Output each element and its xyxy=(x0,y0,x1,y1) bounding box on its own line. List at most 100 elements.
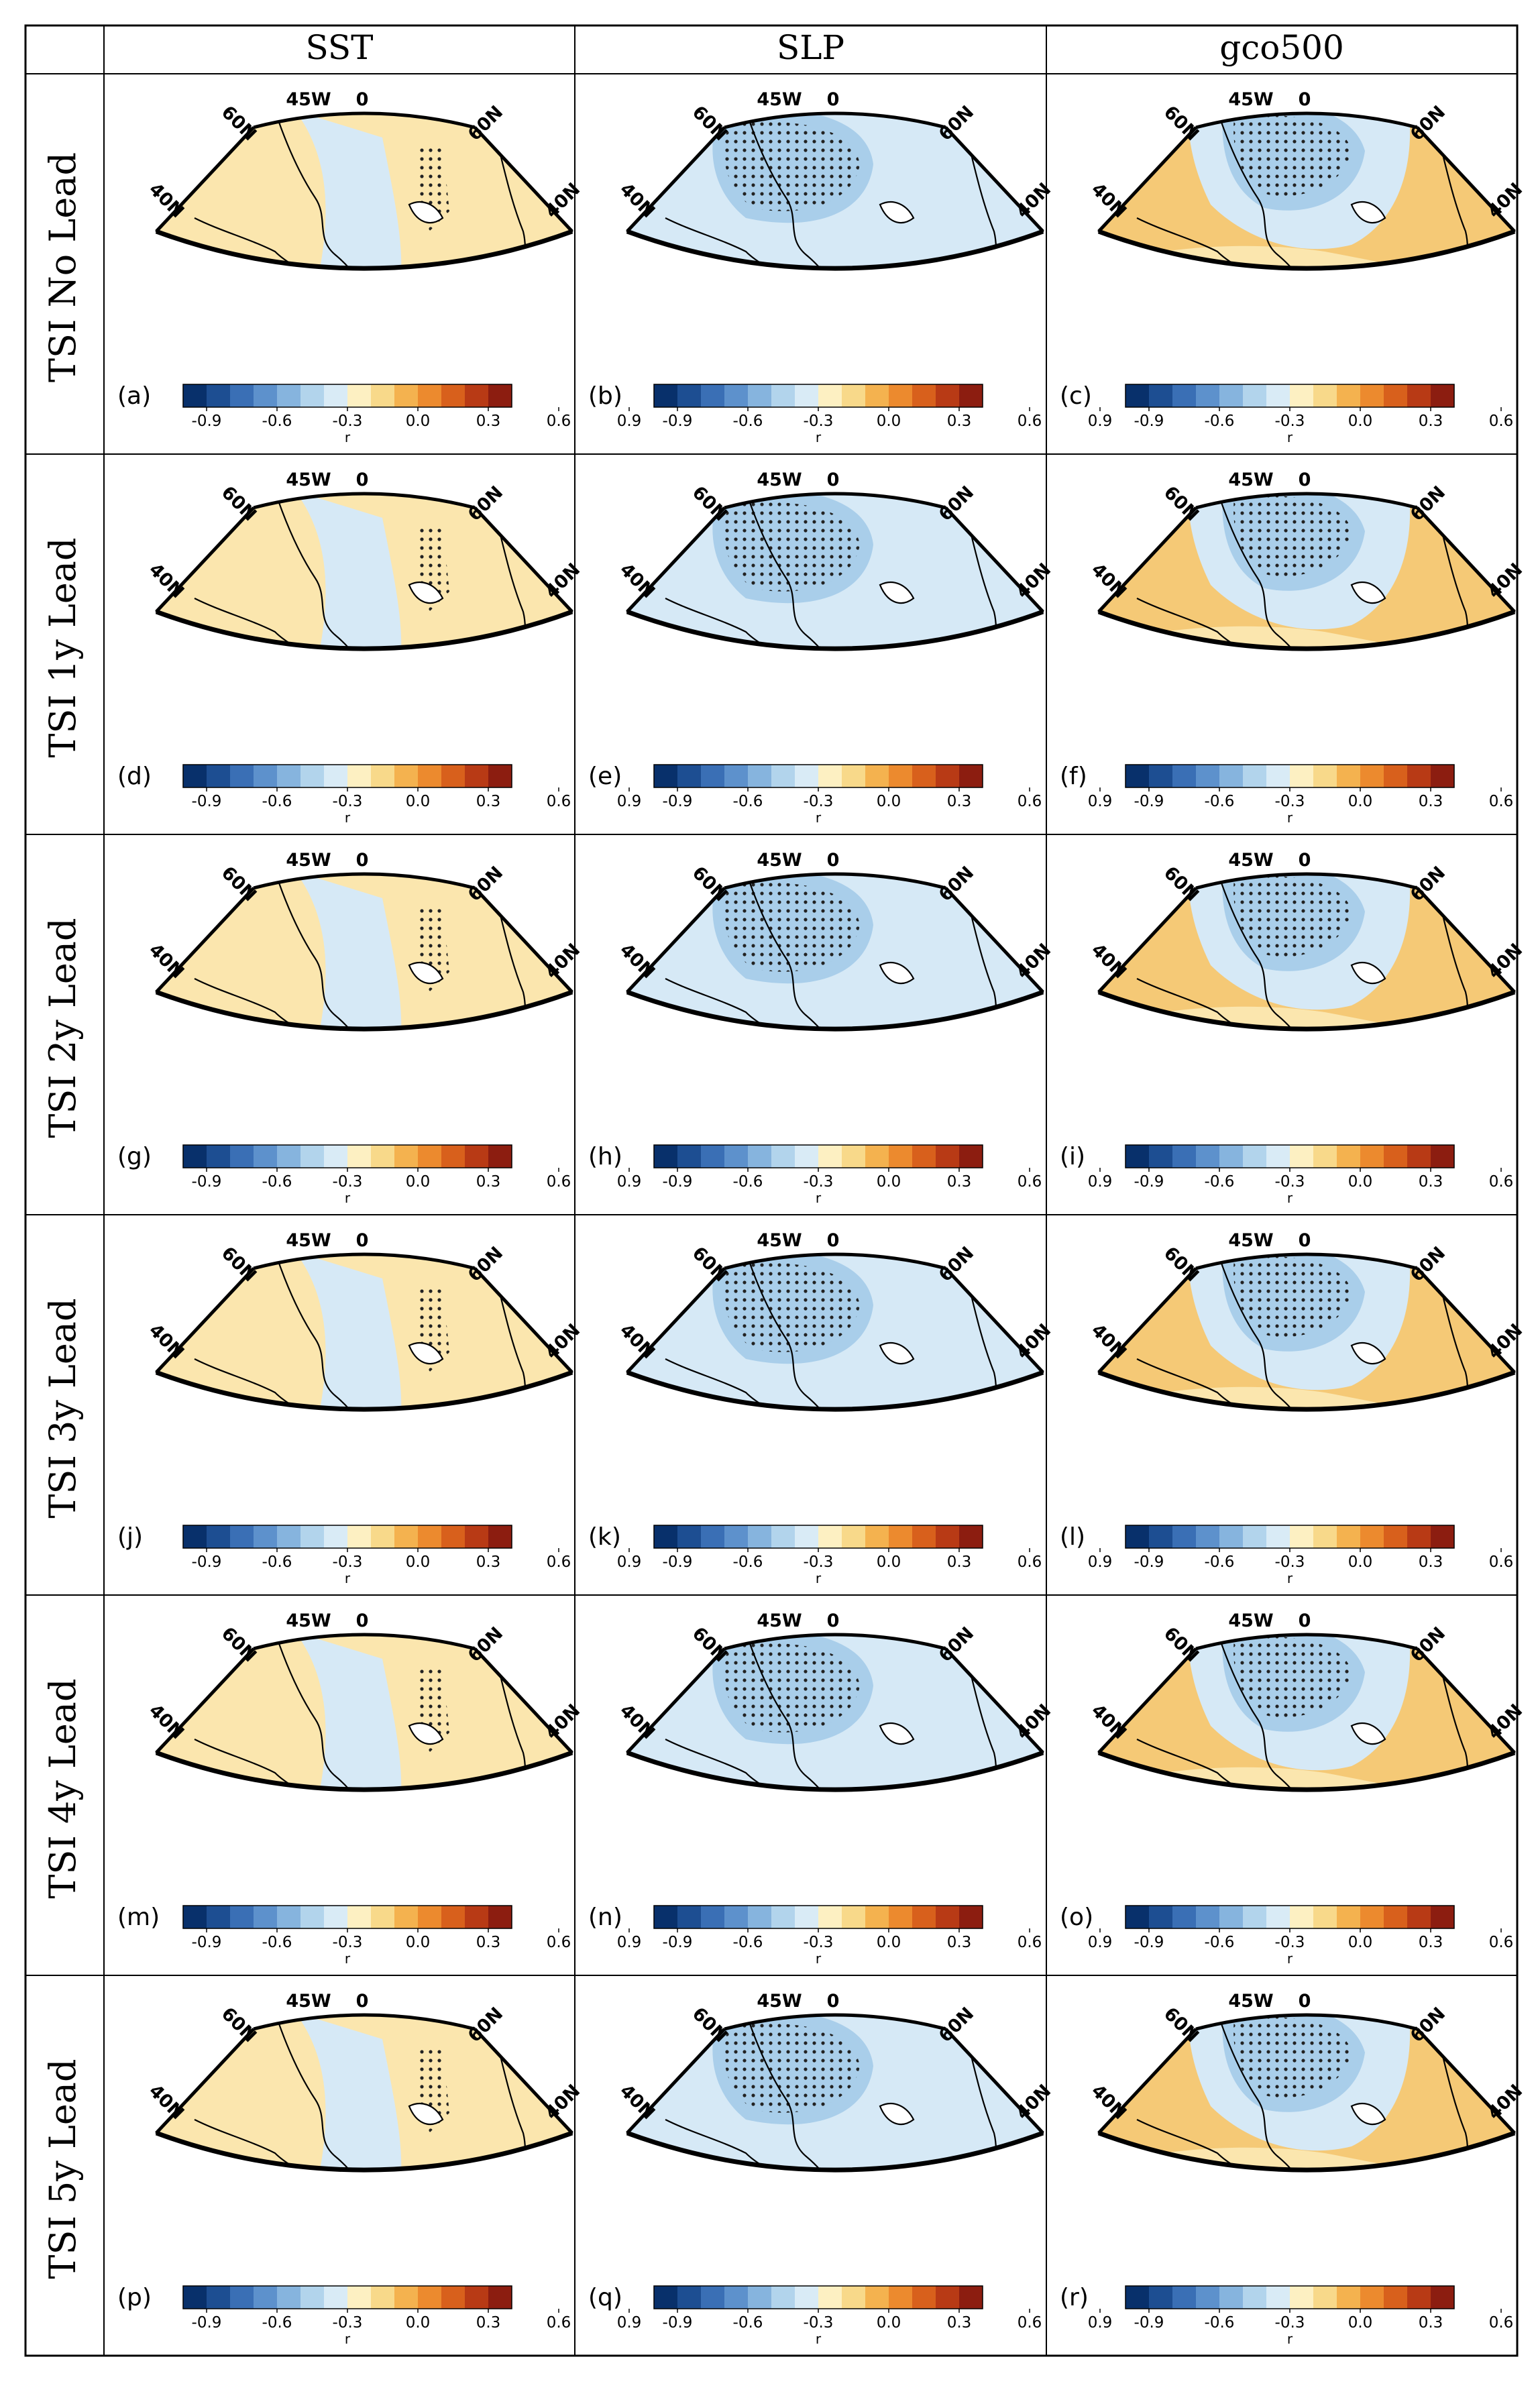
colorbar-tick: 0.3 xyxy=(947,1934,972,1951)
colorbar-swatch xyxy=(1290,1906,1314,1928)
colorbar-swatch xyxy=(1384,1145,1408,1168)
colorbar-swatch xyxy=(394,2286,419,2309)
column-headers: SST SLP gco500 xyxy=(306,28,1344,67)
colorbar-tick: -0.9 xyxy=(663,2314,693,2332)
colorbar-swatch xyxy=(183,2286,207,2309)
longitude-label: 0 xyxy=(1299,1610,1311,1631)
colorbar-swatch xyxy=(1266,1525,1290,1548)
colorbar-swatch xyxy=(230,1525,254,1548)
colorbar-swatch xyxy=(254,2286,278,2309)
colorbar-tick: -0.3 xyxy=(1275,2314,1305,2332)
colorbar-swatch xyxy=(441,765,465,787)
colorbar-swatch xyxy=(277,384,301,407)
colorbar-tick: -0.9 xyxy=(663,413,693,430)
colorbar-tick: -0.9 xyxy=(663,1173,693,1191)
colorbar-swatch xyxy=(1125,1145,1150,1168)
colorbar-swatch xyxy=(230,2286,254,2309)
colorbar-swatch xyxy=(183,765,207,787)
longitude-label: 0 xyxy=(1299,470,1311,490)
colorbar-swatch xyxy=(1337,384,1361,407)
colorbar-tick: -0.3 xyxy=(804,1553,834,1571)
row-label: TSI 2y Lead xyxy=(42,918,84,1138)
colorbar-swatch xyxy=(1313,765,1337,787)
colorbar-swatch xyxy=(418,765,442,787)
colorbar-swatch xyxy=(1196,2286,1220,2309)
longitude-label: 0 xyxy=(1299,1991,1311,2012)
colorbar-tick: -0.6 xyxy=(262,793,292,810)
colorbar-swatch xyxy=(842,1145,866,1168)
colorbar-swatch xyxy=(371,1906,395,1928)
colorbar-swatch xyxy=(1125,1525,1150,1548)
colorbar-swatch xyxy=(912,384,936,407)
colorbar-tick: 0.6 xyxy=(547,2314,571,2332)
colorbar-swatch xyxy=(1196,1525,1220,1548)
colorbar-swatch xyxy=(1407,384,1431,407)
row-label: TSI 5y Lead xyxy=(42,2059,84,2279)
colorbar-swatch xyxy=(1219,1145,1244,1168)
colorbar-tick: -0.6 xyxy=(733,1553,763,1571)
colorbar-swatch xyxy=(1125,765,1150,787)
colorbar-swatch xyxy=(1337,765,1361,787)
colorbar-tick: 0.0 xyxy=(877,1934,901,1951)
colorbar-swatch xyxy=(1290,2286,1314,2309)
colorbar: -0.9-0.6-0.30.00.30.60.9r xyxy=(1125,2285,1513,2347)
colorbar-swatch xyxy=(1360,1145,1384,1168)
colorbar-title: r xyxy=(1287,429,1293,445)
longitude-label: 45W xyxy=(286,1230,331,1251)
colorbar-tick: 0.9 xyxy=(617,2314,642,2332)
colorbar-swatch xyxy=(748,765,772,787)
colorbar-swatch xyxy=(1360,384,1384,407)
panel-label: (e) xyxy=(588,763,622,790)
colorbar-tick: -0.6 xyxy=(262,1553,292,1571)
colorbar-swatch xyxy=(1337,1525,1361,1548)
colorbar-swatch xyxy=(842,1906,866,1928)
colorbar-swatch xyxy=(1313,384,1337,407)
colorbar-tick: 0.6 xyxy=(1489,1173,1514,1191)
map-panel: 45W060N60N40N40N45W0(q)-0.9-0.6-0.30.00.… xyxy=(588,1991,1113,2347)
longitude-label: 0 xyxy=(827,850,840,871)
colorbar-swatch xyxy=(1125,2286,1150,2309)
colorbar-tick: 0.0 xyxy=(877,413,901,430)
colorbar-tick: 0.6 xyxy=(547,793,571,810)
colorbar-swatch xyxy=(748,1906,772,1928)
colorbar-swatch xyxy=(889,1145,913,1168)
row-label: TSI 1y Lead xyxy=(42,537,84,757)
colorbar-tick: -0.9 xyxy=(192,413,222,430)
colorbar-swatch xyxy=(865,1525,889,1548)
colorbar-tick: 0.6 xyxy=(547,1553,571,1571)
colorbar-swatch xyxy=(701,765,725,787)
colorbar-swatch xyxy=(371,384,395,407)
colorbar-swatch xyxy=(371,2286,395,2309)
colorbar-swatch xyxy=(889,1906,913,1928)
colorbar-swatch xyxy=(1219,765,1244,787)
column-header: gco500 xyxy=(1219,28,1344,67)
colorbar-tick: 0.0 xyxy=(1348,793,1373,810)
colorbar-swatch xyxy=(488,2286,512,2309)
colorbar-swatch xyxy=(865,1145,889,1168)
colorbar-swatch xyxy=(865,765,889,787)
colorbar-tick: -0.3 xyxy=(804,1173,834,1191)
colorbar-tick: 0.3 xyxy=(476,2314,501,2332)
colorbar-swatch xyxy=(701,384,725,407)
colorbar-title: r xyxy=(345,1570,351,1586)
colorbar-swatch xyxy=(183,1906,207,1928)
colorbar-swatch xyxy=(230,1906,254,1928)
colorbar-swatch xyxy=(1290,1525,1314,1548)
colorbar-tick: -0.9 xyxy=(1134,1173,1164,1191)
longitude-label: 0 xyxy=(827,1230,840,1251)
colorbar-tick: 0.9 xyxy=(1088,2314,1113,2332)
colorbar-swatch xyxy=(818,384,842,407)
longitude-label: 0 xyxy=(356,1991,369,2012)
colorbar-tick: -0.3 xyxy=(804,413,834,430)
colorbar-swatch xyxy=(912,765,936,787)
colorbar-tick: 0.0 xyxy=(406,1934,431,1951)
colorbar-swatch xyxy=(1337,2286,1361,2309)
colorbar-swatch xyxy=(818,1145,842,1168)
colorbar-tick: -0.9 xyxy=(192,793,222,810)
longitude-label: 45W xyxy=(286,1991,331,2012)
colorbar-swatch xyxy=(1360,1525,1384,1548)
